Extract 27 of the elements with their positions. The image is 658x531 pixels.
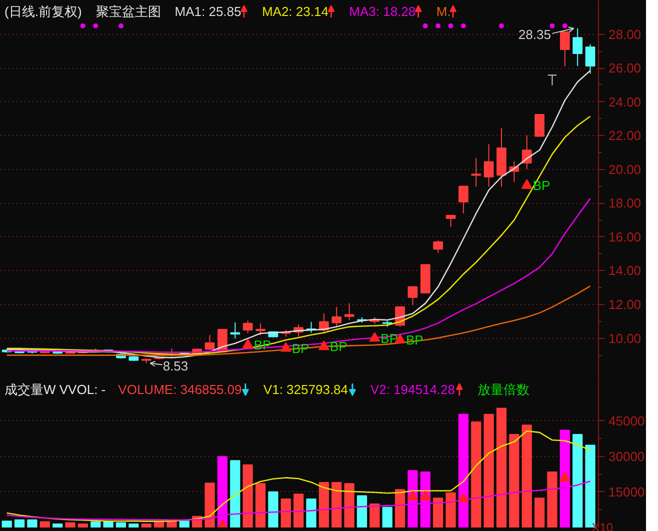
y-tick-label: 20.00 [608, 162, 642, 177]
text: MA2: 23.14 [262, 4, 328, 19]
text: V1: 325793.84 [263, 382, 348, 397]
chart-subtitle: 聚宝盆主图 [96, 4, 161, 19]
text: MA3: 18.28 [349, 4, 416, 19]
chart-title: 成交量W VVOL: - [4, 382, 106, 397]
y-tick-label: 26.00 [608, 60, 642, 76]
y-tick-label: 16.00 [608, 229, 642, 244]
y-tick-label: 24.00 [608, 94, 642, 110]
y-tick-label: 28.00 [608, 26, 642, 42]
y-tick-label: 22.00 [608, 128, 642, 144]
y-tick-label: 15000 [608, 484, 645, 500]
y-tick-label: 18.00 [608, 196, 642, 211]
text: M. [436, 4, 451, 19]
text: VOLUME: 346855.09 [118, 382, 242, 397]
annotation: 28.35 [518, 26, 551, 42]
y-tick-label: 30000 [608, 448, 645, 464]
data-label: BP [532, 178, 550, 193]
y-tick-label: 45000 [608, 413, 645, 428]
text: V2: 194514.28 [370, 382, 456, 397]
y-tick-label: 14.00 [608, 263, 642, 278]
annotation: 放量倍数 [477, 382, 530, 397]
y-tick-label: 10.00 [608, 330, 642, 346]
text: MA1: 25.85 [174, 4, 242, 19]
chart-title: (日线.前复权) [4, 4, 82, 19]
annotation: 8.53 [162, 358, 188, 374]
y-tick-label: 12.00 [608, 297, 642, 312]
